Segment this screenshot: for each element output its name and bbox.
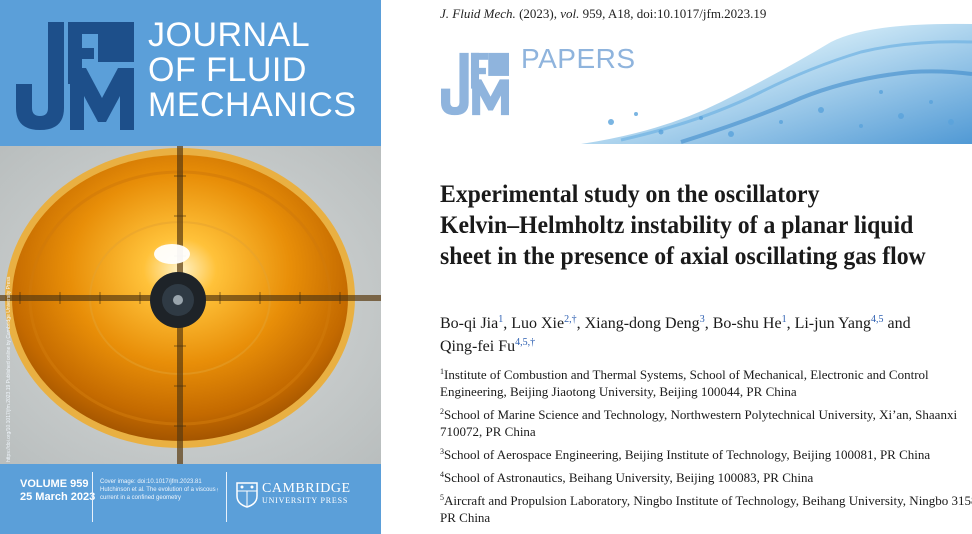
section-label: PAPERS	[521, 43, 636, 74]
publisher-line-2: UNIVERSITY PRESS	[262, 496, 349, 505]
cover-image	[0, 146, 381, 464]
cover-footer: VOLUME 959 25 March 2023 Cover image: do…	[0, 464, 381, 534]
jfm-logo	[16, 22, 134, 130]
footer-divider	[226, 472, 227, 522]
issue-date: 25 March 2023	[20, 491, 96, 503]
affiliation: 1Institute of Combustion and Thermal Sys…	[440, 366, 972, 400]
author-list: Bo-qi Jia1, Luo Xie2,†, Xiang-dong Deng3…	[440, 314, 911, 356]
cover-title-line: MECHANICS	[148, 86, 357, 124]
author-affil-sup[interactable]: 2,†	[564, 314, 577, 325]
water-splash-image	[581, 23, 972, 144]
cover-journal-title: JOURNAL OF FLUID MECHANICS	[148, 18, 357, 123]
author-name[interactable]: Bo-shu He	[712, 315, 782, 332]
journal-cover: JOURNAL OF FLUID MECHANICS	[0, 0, 381, 534]
affiliation: 2School of Marine Science and Technology…	[440, 406, 972, 440]
cover-title-line: JOURNAL	[148, 16, 311, 54]
cambridge-shield-icon	[236, 482, 258, 508]
affil-text: Engineering, Beijing Jiaotong University…	[440, 384, 797, 399]
affil-text: School of Astronautics, Beihang Universi…	[444, 470, 814, 485]
affil-text: Institute of Combustion and Thermal Syst…	[444, 367, 929, 382]
author-name[interactable]: Luo Xie	[511, 315, 565, 332]
title-line: Experimental study on the oscillatory	[440, 179, 820, 208]
credit-line: Cover image: doi:10.1017/jfm.2023.81	[100, 479, 202, 485]
jfm-papers-logo	[441, 52, 509, 116]
and-word: and	[887, 315, 911, 332]
affiliation-list: 1Institute of Combustion and Thermal Sys…	[440, 366, 972, 532]
citation-vol-label: vol.	[560, 6, 580, 21]
author-name[interactable]: Bo-qi Jia	[440, 315, 499, 332]
credit-line: current in a confined geometry	[100, 495, 182, 501]
journal-abbrev: J. Fluid Mech.	[440, 6, 516, 21]
affil-text: School of Aerospace Engineering, Beijing…	[444, 447, 931, 462]
paper-first-page: J. Fluid Mech. (2023), vol. 959, A18, do…	[381, 0, 972, 534]
publisher-name: CAMBRIDGE UNIVERSITY PRESS	[262, 481, 351, 506]
affil-text: PR China	[440, 510, 491, 525]
paper-title: Experimental study on the oscillatory Ke…	[440, 178, 962, 271]
citation-year: (2023),	[519, 6, 557, 21]
affil-text: Aircraft and Propulsion Laboratory, Ning…	[444, 493, 972, 508]
affil-text: 710072, PR China	[440, 424, 536, 439]
affil-number: 2	[440, 407, 444, 416]
author-affil-sup[interactable]: 1	[498, 314, 504, 325]
author-affil-sup[interactable]: 1	[781, 314, 787, 325]
publisher-line-1: CAMBRIDGE	[262, 481, 351, 496]
title-line: sheet in the presence of axial oscillati…	[440, 241, 926, 270]
author-name[interactable]: Xiang-dong Deng	[584, 315, 700, 332]
credit-line: Hutchinson et al. The evolution of a vis…	[100, 487, 218, 493]
footer-divider	[92, 472, 93, 522]
affil-number: 1	[440, 367, 444, 376]
citation-line: J. Fluid Mech. (2023), vol. 959, A18, do…	[440, 6, 766, 22]
author-affil-sup[interactable]: 4,5	[871, 314, 884, 325]
volume-info: VOLUME 959 25 March 2023	[20, 478, 95, 504]
author-affil-sup[interactable]: 4,5,†	[515, 337, 536, 348]
cover-credit: Cover image: doi:10.1017/jfm.2023.81 Hut…	[100, 478, 218, 502]
affil-number: 4	[440, 470, 444, 479]
author-name[interactable]: Li-jun Yang	[794, 315, 872, 332]
affiliation: 4School of Astronautics, Beihang Univers…	[440, 469, 972, 486]
author-affil-sup[interactable]: 3	[699, 314, 705, 325]
side-doi-text: https://doi.org/10.1017/jfm.2023.19 Publ…	[6, 276, 12, 462]
author-name[interactable]: Qing-fei Fu	[440, 338, 516, 355]
title-line: Kelvin–Helmholtz instability of a planar…	[440, 210, 914, 239]
affil-number: 3	[440, 447, 444, 456]
affil-text: School of Marine Science and Technology,…	[444, 407, 958, 422]
citation-details: 959, A18, doi:10.1017/jfm.2023.19	[582, 6, 767, 21]
affil-number: 5	[440, 493, 444, 502]
affiliation: 3School of Aerospace Engineering, Beijin…	[440, 446, 972, 463]
volume-number: VOLUME 959	[20, 478, 89, 490]
affiliation: 5Aircraft and Propulsion Laboratory, Nin…	[440, 492, 972, 526]
cover-title-line: OF FLUID	[148, 51, 307, 89]
